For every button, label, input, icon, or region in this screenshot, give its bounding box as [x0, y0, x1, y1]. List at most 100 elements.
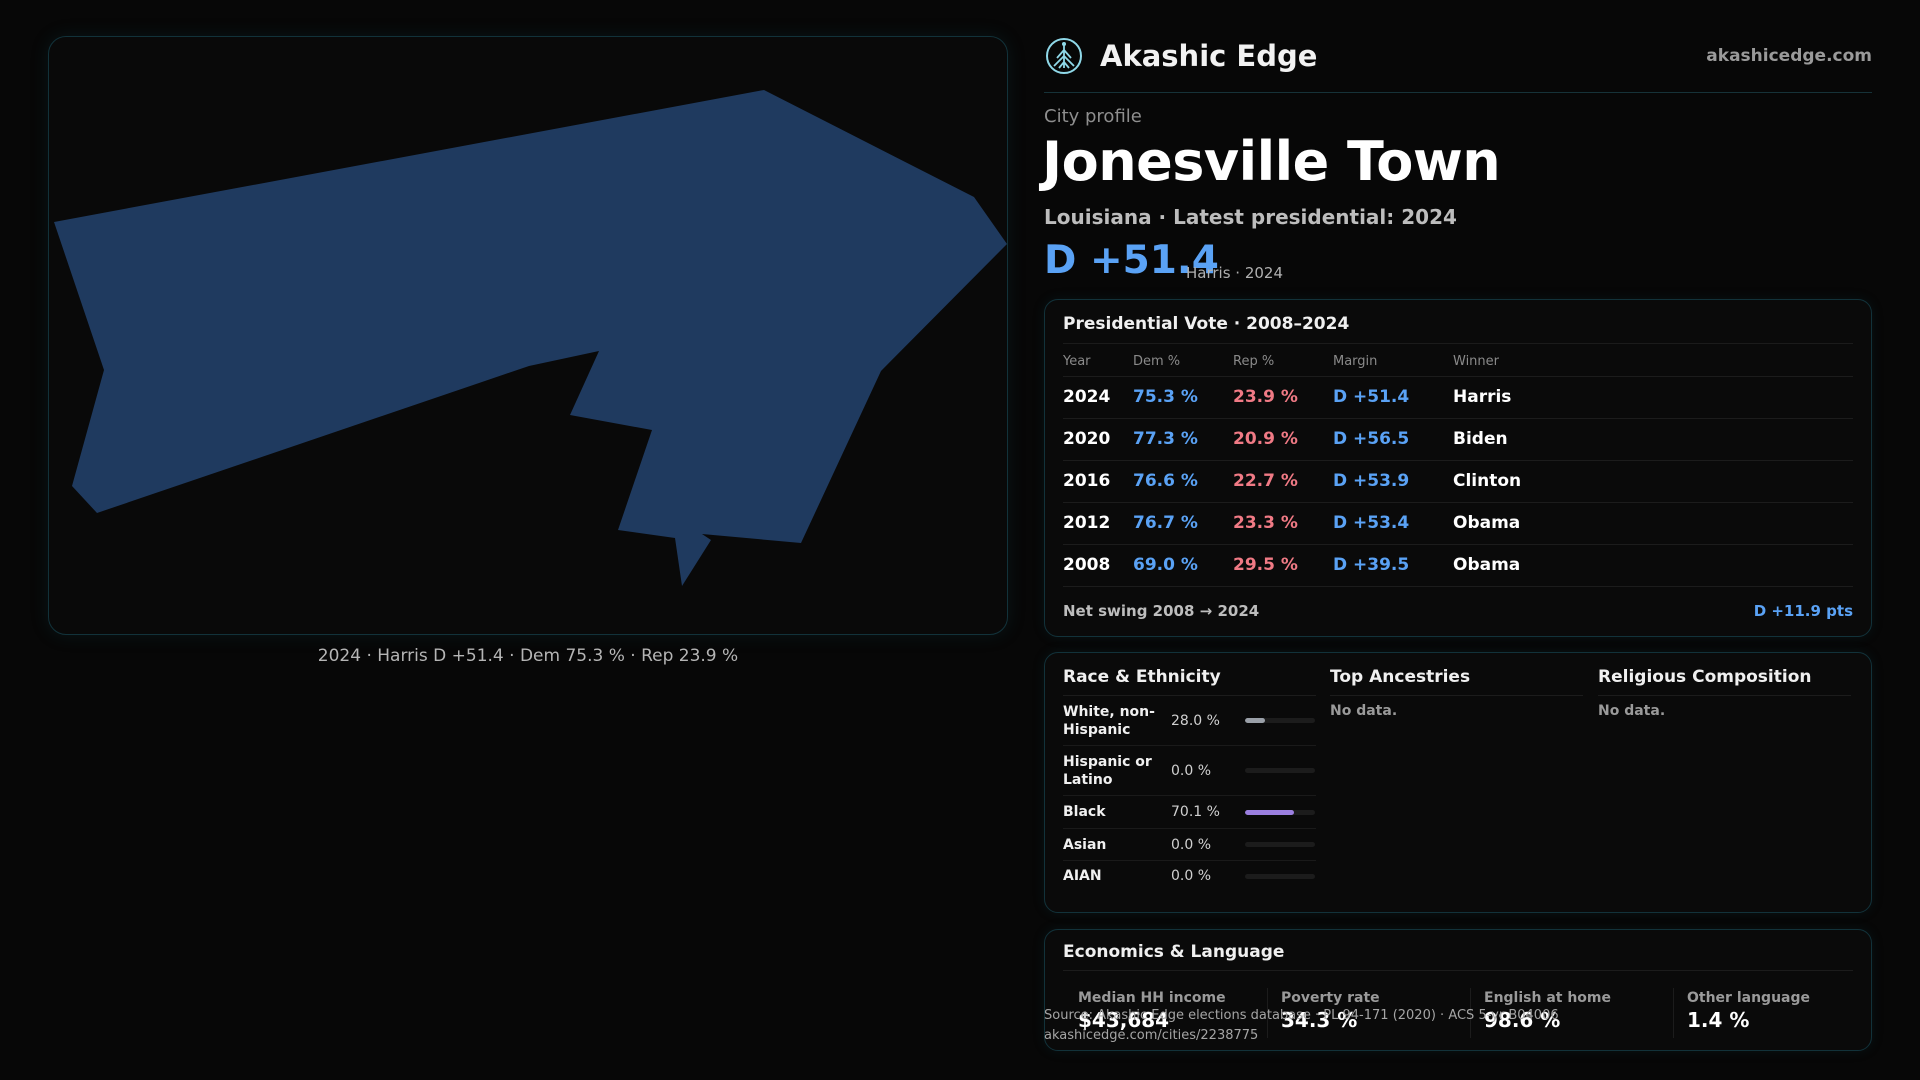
map-caption: 2024 · Harris D +51.4 · Dem 75.3 % · Rep… — [317, 646, 739, 666]
cell-rep: 22.7 % — [1233, 460, 1333, 503]
cell-dem: 69.0 % — [1133, 544, 1233, 587]
cell-margin: D +53.4 — [1333, 502, 1453, 545]
stat-value: 1.4 % — [1687, 1008, 1750, 1032]
race-pct: 0.0 % — [1171, 836, 1212, 853]
page-kicker: City profile — [1044, 106, 1142, 127]
net-swing: Net swing 2008 → 2024 D +11.9 pts — [1063, 602, 1853, 620]
cell-year: 2008 — [1063, 544, 1133, 587]
race-bar — [1245, 768, 1315, 773]
stat-divider — [1267, 988, 1268, 1038]
card-title: Economics & Language — [1063, 942, 1285, 962]
stat-label: Median HH income — [1078, 990, 1226, 1006]
race-bar — [1245, 842, 1315, 847]
cell-winner: Clinton — [1453, 460, 1853, 503]
stat-label: English at home — [1484, 990, 1612, 1006]
cell-margin: D +51.4 — [1333, 376, 1453, 419]
cell-year: 2020 — [1063, 418, 1133, 461]
cell-winner: Biden — [1453, 418, 1853, 461]
race-row: Hispanic or Latino 0.0 % — [1063, 746, 1316, 796]
card-title: Presidential Vote · 2008–2024 — [1063, 314, 1350, 334]
race-bar — [1245, 873, 1315, 879]
stat-median-income: Median HH income $43,684 — [1078, 990, 1226, 1032]
headline-margin: D +51.4 — [1044, 238, 1219, 283]
cell-year: 2016 — [1063, 460, 1133, 503]
divider — [1063, 343, 1853, 344]
net-swing-value: D +11.9 pts — [1753, 602, 1853, 620]
race-row: AIAN 0.0 % — [1063, 861, 1316, 891]
cell-winner: Harris — [1453, 376, 1853, 419]
stat-poverty-rate: Poverty rate 34.3 % — [1281, 990, 1380, 1032]
demographics-card: Race & Ethnicity White, non-Hispanic 28.… — [1044, 652, 1872, 913]
section-title: Religious Composition — [1598, 667, 1851, 696]
table-row: 2020 77.3 % 20.9 % D +56.5 Biden — [1063, 418, 1853, 461]
race-bar — [1245, 718, 1315, 723]
header-divider — [1044, 92, 1872, 93]
cell-dem: 76.7 % — [1133, 502, 1233, 545]
section-title: Race & Ethnicity — [1063, 667, 1316, 696]
column-header: Dem % — [1133, 348, 1233, 377]
stat-divider — [1673, 988, 1674, 1038]
map-panel — [48, 36, 1008, 635]
race-label: AIAN — [1063, 868, 1102, 884]
race-label: Black — [1063, 804, 1106, 820]
race-pct: 70.1 % — [1171, 804, 1220, 820]
presidential-vote-card: Presidential Vote · 2008–2024 Year Dem %… — [1044, 299, 1872, 637]
stat-english-at-home: English at home 98.6 % — [1484, 990, 1611, 1032]
race-pct: 0.0 % — [1171, 868, 1212, 884]
column-header: Winner — [1453, 348, 1853, 377]
table-header-row: Year Dem % Rep % Margin Winner — [1063, 348, 1853, 377]
cell-margin: D +39.5 — [1333, 544, 1453, 587]
table-row: 2012 76.7 % 23.3 % D +53.4 Obama — [1063, 502, 1853, 545]
stat-other-language: Other language 1.4 % — [1687, 990, 1810, 1032]
race-bar — [1245, 809, 1315, 815]
site-link[interactable]: akashicedge.com — [1706, 46, 1872, 66]
page-subtitle: Louisiana · Latest presidential: 2024 — [1044, 205, 1457, 229]
city-boundary-map — [54, 90, 1007, 586]
city-boundary-shape[interactable] — [54, 90, 1007, 586]
race-ethnicity-section: Race & Ethnicity White, non-Hispanic 28.… — [1063, 667, 1316, 891]
source-link[interactable]: akashicedge.com/cities/2238775 — [1044, 1028, 1259, 1043]
race-label: White, non-Hispanic — [1063, 703, 1155, 738]
race-row: Asian 0.0 % — [1063, 829, 1316, 861]
race-row: White, non-Hispanic 28.0 % — [1063, 696, 1316, 746]
race-row: Black 70.1 % — [1063, 796, 1316, 829]
cell-dem: 75.3 % — [1133, 376, 1233, 419]
table-row: 2008 69.0 % 29.5 % D +39.5 Obama — [1063, 544, 1853, 587]
stat-value: $43,684 — [1078, 1008, 1170, 1032]
cell-dem: 77.3 % — [1133, 418, 1233, 461]
column-header: Rep % — [1233, 348, 1333, 377]
source-text: Source: Akashic Edge elections database … — [1044, 1008, 1559, 1023]
race-bar-fill — [1245, 809, 1295, 815]
cell-rep: 29.5 % — [1233, 544, 1333, 587]
stat-value: 34.3 % — [1281, 1008, 1358, 1032]
cell-rep: 20.9 % — [1233, 418, 1333, 461]
race-label: Asian — [1063, 836, 1107, 853]
headline-margin-note: Harris · 2024 — [1186, 264, 1284, 282]
cell-rep: 23.9 % — [1233, 376, 1333, 419]
cell-rep: 23.3 % — [1233, 502, 1333, 545]
stat-label: Other language — [1687, 990, 1810, 1006]
race-pct: 0.0 % — [1171, 762, 1212, 779]
cell-year: 2012 — [1063, 502, 1133, 545]
race-label: Hispanic or Latino — [1063, 753, 1152, 788]
cell-margin: D +56.5 — [1333, 418, 1453, 461]
page-title: Jonesville Town — [1042, 130, 1501, 193]
ancestries-section: Top Ancestries No data. — [1330, 667, 1583, 719]
cell-year: 2024 — [1063, 376, 1133, 419]
brand-name: Akashic Edge — [1100, 39, 1318, 73]
column-header: Margin — [1333, 348, 1453, 377]
net-swing-label: Net swing 2008 → 2024 — [1063, 602, 1260, 620]
cell-margin: D +53.9 — [1333, 460, 1453, 503]
table-row: 2024 75.3 % 23.9 % D +51.4 Harris — [1063, 376, 1853, 419]
section-title: Top Ancestries — [1330, 667, 1583, 696]
religion-section: Religious Composition No data. — [1598, 667, 1851, 719]
tree-globe-icon — [1046, 38, 1082, 74]
stat-label: Poverty rate — [1281, 990, 1380, 1006]
cell-dem: 76.6 % — [1133, 460, 1233, 503]
economics-card: Economics & Language Median HH income $4… — [1044, 929, 1872, 1051]
race-pct: 28.0 % — [1171, 712, 1220, 729]
presidential-vote-table: Year Dem % Rep % Margin Winner 2024 75.3… — [1063, 348, 1853, 587]
ancestries-empty-text: No data. — [1330, 703, 1398, 719]
brand: Akashic Edge — [1044, 36, 1317, 76]
religion-empty-text: No data. — [1598, 703, 1666, 719]
